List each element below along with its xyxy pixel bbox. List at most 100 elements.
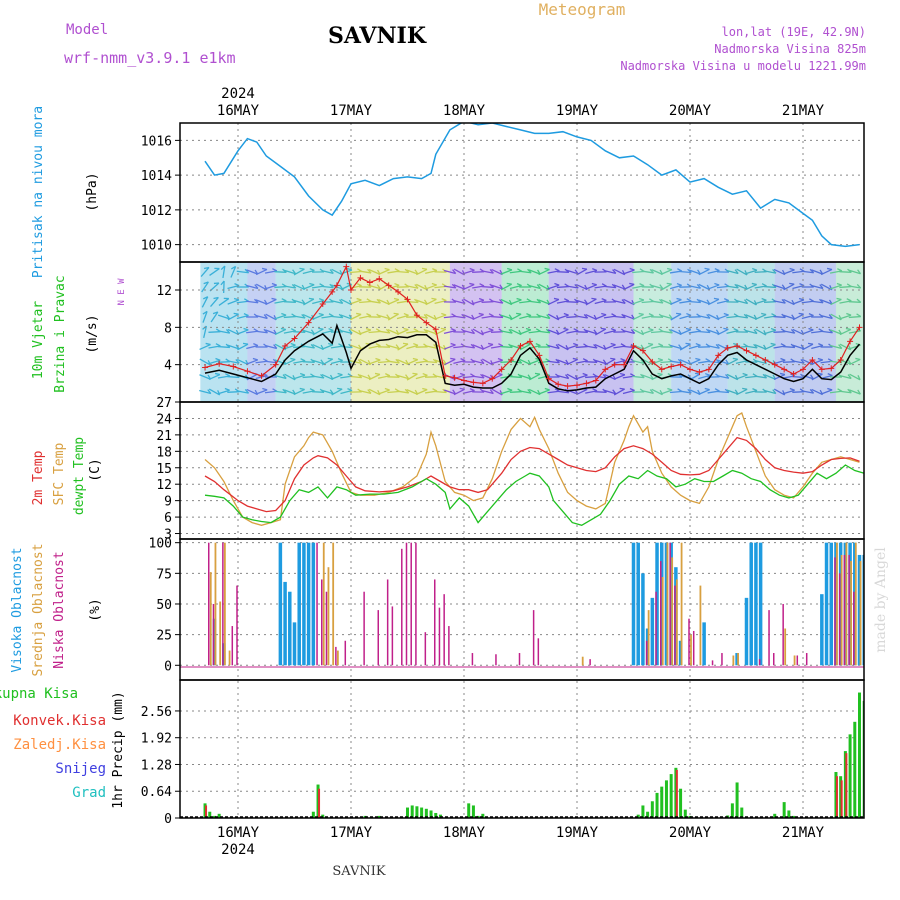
wind-arrow-shaft <box>255 268 268 276</box>
wind-arrow-shaft <box>745 283 757 291</box>
wind-arrow <box>472 359 485 365</box>
precip-total-bar <box>787 810 791 818</box>
cloud-mid-bar <box>322 542 325 666</box>
wind-arrow <box>716 298 730 304</box>
wind-arrow-head <box>723 298 730 302</box>
wind-arrow-head <box>742 387 748 390</box>
wind-arrow <box>773 284 786 290</box>
wind-arrow-shaft <box>255 299 268 305</box>
wind-arrow <box>406 269 419 275</box>
cloud-low-bar <box>391 606 394 666</box>
wind-arrow-shaft <box>585 345 598 349</box>
wind-arrow-head <box>734 389 739 395</box>
wind-arrow-shaft <box>274 285 287 289</box>
wind-arrow-head <box>706 299 711 305</box>
wind-arrow-shaft <box>839 314 852 320</box>
wind-arrow-head <box>753 343 758 349</box>
wind-arrow <box>792 359 805 364</box>
wind-arrow-head <box>744 270 748 276</box>
wind-arrow-head <box>320 359 325 365</box>
wind-gust-point <box>432 326 439 333</box>
wind-arrow-shaft <box>594 299 607 305</box>
wind-arrow-shaft <box>217 345 230 349</box>
precip-total-bar <box>406 807 409 818</box>
cloud-high-bar <box>754 542 758 666</box>
wind-arrow <box>670 297 682 305</box>
wind-arrow-head <box>782 390 786 396</box>
wind-arrow <box>255 314 268 320</box>
cloud-low-bar <box>773 653 775 666</box>
wind-gust-point <box>658 366 665 373</box>
wind-gust-point <box>696 369 703 376</box>
cloud-low-bar <box>321 579 323 666</box>
wind-gust-point <box>856 324 863 331</box>
day-label-top: 16MAY <box>217 103 260 119</box>
wind-arrow <box>377 328 391 334</box>
cloud-high-bar <box>650 597 655 666</box>
wind-arrow <box>312 373 325 379</box>
wind-arrow-shaft <box>217 330 230 334</box>
wind-arrow-head <box>309 282 315 286</box>
wind-arrow-head <box>459 372 466 376</box>
wind-arrow <box>848 313 862 319</box>
wind-arrow <box>538 328 551 334</box>
cloud-high-bar <box>678 640 683 666</box>
wind-arrow-shaft <box>519 390 532 394</box>
wind-arrow-head <box>601 312 607 316</box>
precip-conv-bar <box>205 805 208 818</box>
wind-arrow <box>773 299 786 304</box>
wind-gust-point <box>395 288 402 295</box>
wind-arrow <box>519 389 532 394</box>
wind-arrow-head <box>348 343 353 349</box>
wind-arrow-shaft <box>340 389 353 395</box>
wind-arrow-head <box>809 268 815 274</box>
wind-arrow-head <box>593 343 598 349</box>
wind-arrow <box>368 357 381 365</box>
wind-arrow-head <box>220 265 226 271</box>
wind-arrow-head <box>856 283 862 289</box>
day-label-bottom: 17MAY <box>330 825 373 841</box>
wind-arrow-shaft <box>820 268 833 276</box>
cloud-low-bar <box>335 646 337 666</box>
wind-arrow-head <box>422 372 428 376</box>
wind-arrow-shaft <box>330 315 343 319</box>
precip-total-bar <box>877 755 880 818</box>
wind-arrow-shaft <box>782 314 795 320</box>
wind-arrow-shaft <box>340 330 353 334</box>
wind-arrow-head <box>743 313 749 319</box>
wind-arrow-shaft <box>349 360 362 364</box>
wind-arrow-head <box>828 314 833 319</box>
wind-arrow-shaft <box>604 389 616 395</box>
wind-arrow-shaft <box>632 299 645 305</box>
wind-arrow-head <box>565 374 570 379</box>
wind-arrow-head <box>254 284 259 289</box>
wind-arrow-head <box>704 387 710 391</box>
cloud-low-bar <box>853 591 855 666</box>
wind-arrow-head <box>412 372 418 375</box>
wind-arrow-shaft <box>613 359 626 365</box>
wind-arrow-shaft <box>462 345 475 349</box>
cloud-mid-bar <box>836 542 838 666</box>
wind-arrow <box>726 357 739 366</box>
wind-arrow <box>698 372 711 380</box>
cloud-high-bar <box>302 542 306 666</box>
wind-arrow-head <box>601 283 607 287</box>
wind-arrow-shaft <box>453 284 466 290</box>
wind-arrow <box>246 284 259 290</box>
wind-arrow-head <box>725 359 730 365</box>
wind-arrow-shaft <box>801 329 814 335</box>
panel-frame-p <box>179 122 865 263</box>
wind-arrow-head <box>348 329 353 334</box>
wind-arrow <box>660 267 673 275</box>
precip-total-bar <box>476 815 480 818</box>
cloud-low-bar <box>405 542 408 666</box>
wind-arrow-shaft <box>556 314 569 320</box>
precip-unit: 1hr Precip (mm) <box>111 691 126 808</box>
wind-arrow-shaft <box>716 390 729 394</box>
wind-arrow-shaft <box>848 301 861 303</box>
wind-arrow-shaft <box>340 345 353 349</box>
wind-arrow-head <box>337 357 343 362</box>
wind-arrow-head <box>611 313 617 317</box>
wind-arrow <box>443 328 456 334</box>
wind-arrow <box>547 282 560 290</box>
